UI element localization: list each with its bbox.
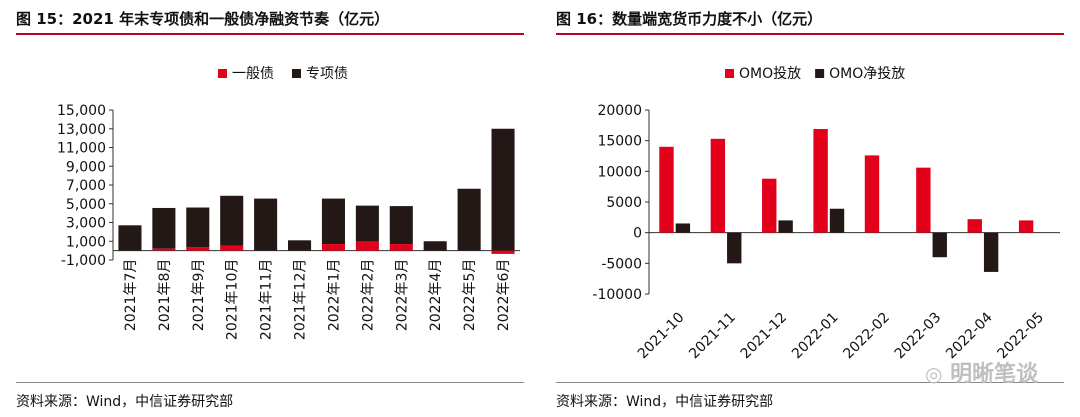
legend-label-2: OMO净投放 (829, 66, 905, 82)
source-note-left: 资料来源：Wind，中信证券研究部 (16, 394, 234, 410)
x-tick-label: 2021年11月 (259, 259, 275, 340)
bar-special-bond (152, 207, 176, 249)
chart-title-left: 图 15：2021 年末专项债和一般债净融资节奏（亿元） (16, 10, 390, 28)
bar-omo-net-injection (829, 208, 845, 233)
x-tick-label: 2022年4月 (428, 259, 444, 332)
legend-swatch-2 (815, 69, 825, 78)
title-rule-right (556, 33, 1064, 35)
y-tick-label: 13,000 (57, 122, 106, 138)
x-tick-label: 2021年7月 (123, 259, 139, 332)
bar-general-bond (152, 248, 176, 251)
footer-rule-left (16, 382, 524, 383)
bar-general-bond (220, 245, 244, 251)
bar-special-bond (118, 225, 142, 251)
bar-omo-net-injection (778, 220, 793, 233)
bar-omo-net-injection (727, 232, 742, 264)
chart-panel-right: 图 16：数量端宽货币力度不小（亿元） 20000 15000 10000 5000 0… (540, 0, 1080, 417)
y-tick-label: 0 (633, 226, 642, 242)
bar-general-bond (321, 244, 345, 251)
bar-special-bond (389, 206, 413, 245)
y-tick-label: 10000 (597, 164, 642, 180)
bar-general-bond (186, 247, 210, 251)
watermark-text: 明晰笔谈 (950, 362, 1039, 387)
bar-special-bond (288, 240, 312, 251)
watermark-logo: ◎ 明晰笔谈 (925, 356, 1038, 388)
bar-special-bond (423, 241, 447, 251)
y-tick-label: 9,000 (66, 159, 106, 175)
x-tick-label: 2021-11 (686, 310, 739, 363)
x-tick-label: 2021年8月 (157, 259, 173, 332)
bar-special-bond (355, 205, 379, 242)
x-tick-label: 2022年5月 (462, 259, 478, 332)
legend-label-1: OMO投放 (739, 66, 801, 82)
x-tick-label: 2022年6月 (496, 259, 512, 332)
y-tick-label: -1,000 (61, 253, 106, 269)
legend-swatch-2 (292, 69, 301, 78)
legend-label-2: 专项债 (306, 66, 348, 82)
x-tick-label: 2022-01 (789, 310, 842, 363)
footer-rule-right (556, 382, 1064, 383)
bar-omo-injection (813, 129, 828, 233)
bar-general-bond (355, 241, 379, 251)
x-tick-label: 2021年10月 (225, 259, 241, 340)
bar-omo-injection (967, 219, 982, 233)
y-tick-label: 7,000 (66, 178, 106, 194)
bar-special-bond (491, 128, 515, 251)
x-tick-label: 2022年1月 (326, 259, 342, 332)
bar-omo-net-injection (675, 223, 691, 233)
x-tick-label: 2022年3月 (394, 259, 410, 332)
wechat-icon: ◎ (925, 362, 943, 386)
legend-swatch-1 (218, 69, 227, 78)
x-tick-label: 2021年9月 (191, 259, 207, 332)
legend-swatch-1 (725, 69, 734, 78)
y-tick-label: -5000 (601, 256, 642, 272)
bar-special-bond (220, 195, 244, 246)
y-tick-label: 5,000 (66, 197, 106, 213)
y-tick-label: 20000 (597, 103, 642, 119)
x-tick-label: 2022-04 (943, 309, 996, 362)
source-note-right: 资料来源：Wind，中信证券研究部 (556, 394, 774, 410)
bar-omo-injection (864, 155, 880, 233)
x-tick-label: 2022-05 (994, 310, 1047, 363)
bar-special-bond (186, 207, 210, 248)
y-tick-label: 15000 (597, 134, 642, 150)
bar-omo-injection (916, 167, 931, 233)
bar-general-bond (389, 244, 413, 251)
bar-omo-net-injection (983, 232, 999, 272)
bar-omo-injection (659, 146, 674, 233)
y-tick-label: 15,000 (57, 103, 106, 119)
x-tick-label: 2021年12月 (293, 259, 309, 340)
bar-omo-injection (762, 178, 777, 233)
y-tick-label: 11,000 (57, 141, 106, 157)
stacked-bar-chart: 15,000 13,000 11,000 9,000 7,000 5,000 3,000 1,… (57, 66, 520, 340)
y-tick-label: 3,000 (66, 216, 106, 232)
x-tick-label: 2022-03 (892, 310, 945, 363)
chart-title-right: 图 16：数量端宽货币力度不小（亿元） (556, 10, 823, 28)
y-tick-label: -10000 (592, 287, 642, 303)
x-tick-label: 2021-12 (738, 310, 791, 363)
x-tick-label: 2021-10 (635, 310, 688, 363)
legend-label-1: 一般债 (232, 66, 274, 82)
title-rule-left (16, 33, 524, 35)
bar-general-bond (491, 250, 515, 254)
bar-omo-net-injection (932, 232, 947, 258)
x-tick-label: 2022-02 (840, 310, 893, 363)
chart-panel-left: 图 15：2021 年末专项债和一般债净融资节奏（亿元） 15,000 13,00… (16, 10, 524, 410)
y-tick-label: 1,000 (66, 234, 106, 250)
bar-omo-injection (1018, 220, 1034, 233)
bar-omo-injection (710, 138, 726, 233)
bar-special-bond (254, 198, 278, 251)
bar-special-bond (457, 188, 481, 251)
x-tick-label: 2022年2月 (360, 259, 376, 332)
grouped-bar-chart: 20000150001000050000-5000-100002021-1020… (592, 66, 1060, 363)
y-tick-label: 5000 (606, 195, 642, 211)
bar-special-bond (321, 198, 345, 245)
